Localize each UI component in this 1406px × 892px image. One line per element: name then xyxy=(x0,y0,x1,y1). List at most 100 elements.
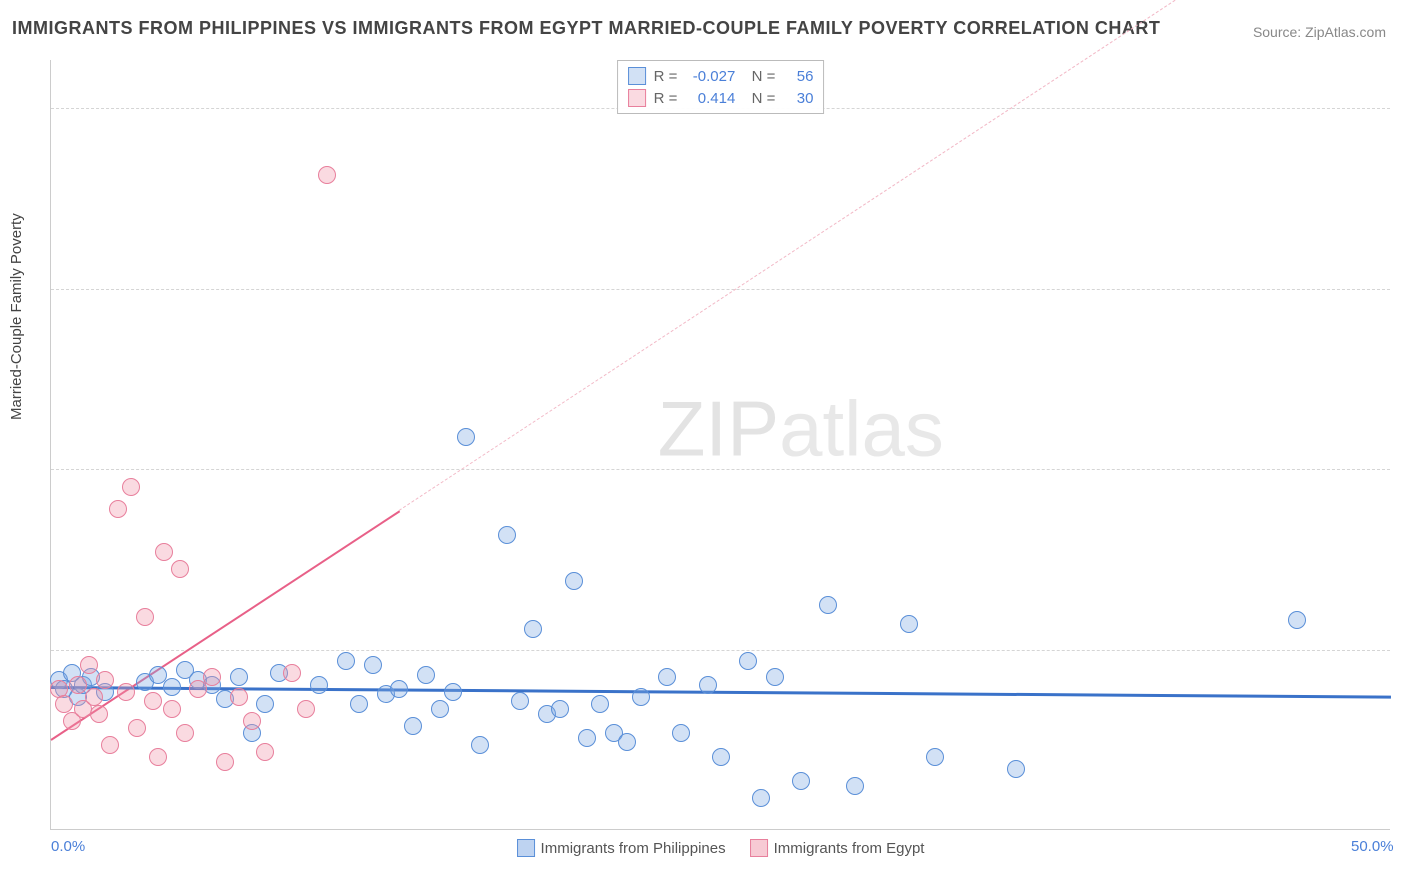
data-point xyxy=(136,608,154,626)
legend-r-value: -0.027 xyxy=(685,68,735,85)
y-axis-label: Married-Couple Family Poverty xyxy=(8,213,25,420)
data-point xyxy=(230,668,248,686)
plot-area: ZIPatlas R =-0.027 N =56R =0.414 N =30 I… xyxy=(50,60,1390,830)
data-point xyxy=(846,777,864,795)
data-point xyxy=(101,736,119,754)
legend-row: R = 0.414 N = 30 xyxy=(628,87,814,109)
legend-swatch xyxy=(628,89,646,107)
data-point xyxy=(85,688,103,706)
legend-n-value: 56 xyxy=(783,68,813,85)
trend-line xyxy=(51,686,1391,699)
data-point xyxy=(900,615,918,633)
data-point xyxy=(297,700,315,718)
legend-r-label: R = xyxy=(654,90,678,107)
data-point xyxy=(216,753,234,771)
data-point xyxy=(117,683,135,701)
source-attribution: Source: ZipAtlas.com xyxy=(1253,24,1386,40)
legend-item: Immigrants from Philippines xyxy=(517,839,726,857)
data-point xyxy=(390,680,408,698)
correlation-legend: R = -0.027 N = 56 R = 0.414 N = 30 xyxy=(617,60,825,114)
data-point xyxy=(417,666,435,684)
data-point xyxy=(171,560,189,578)
data-point xyxy=(752,789,770,807)
legend-n-label: N = xyxy=(743,90,775,107)
data-point xyxy=(444,683,462,701)
data-point xyxy=(256,695,274,713)
legend-swatch xyxy=(750,839,768,857)
data-point xyxy=(632,688,650,706)
data-point xyxy=(155,543,173,561)
legend-r-label: R = xyxy=(654,68,678,85)
gridline xyxy=(51,650,1390,651)
data-point xyxy=(69,676,87,694)
legend-n-label: N = xyxy=(743,68,775,85)
data-point xyxy=(672,724,690,742)
data-point xyxy=(90,705,108,723)
data-point xyxy=(128,719,146,737)
data-point xyxy=(109,500,127,518)
data-point xyxy=(350,695,368,713)
data-point xyxy=(712,748,730,766)
data-point xyxy=(80,656,98,674)
data-point xyxy=(163,700,181,718)
gridline xyxy=(51,289,1390,290)
data-point xyxy=(404,717,422,735)
data-point xyxy=(203,668,221,686)
series-legend: Immigrants from Philippines Immigrants fr… xyxy=(517,839,925,857)
data-point xyxy=(176,724,194,742)
data-point xyxy=(457,428,475,446)
legend-r-value: 0.414 xyxy=(685,90,735,107)
data-point xyxy=(431,700,449,718)
data-point xyxy=(364,656,382,674)
legend-swatch xyxy=(517,839,535,857)
gridline xyxy=(51,469,1390,470)
data-point xyxy=(792,772,810,790)
data-point xyxy=(819,596,837,614)
watermark: ZIPatlas xyxy=(658,384,944,475)
y-tick-label: 15.0% xyxy=(1395,461,1406,478)
data-point xyxy=(1007,760,1025,778)
legend-label: Immigrants from Egypt xyxy=(774,840,925,857)
legend-n-value: 30 xyxy=(783,90,813,107)
legend-swatch xyxy=(628,67,646,85)
data-point xyxy=(96,671,114,689)
data-point xyxy=(471,736,489,754)
data-point xyxy=(511,692,529,710)
data-point xyxy=(618,733,636,751)
y-tick-label: 30.0% xyxy=(1395,100,1406,117)
data-point xyxy=(318,166,336,184)
data-point xyxy=(578,729,596,747)
data-point xyxy=(766,668,784,686)
data-point xyxy=(498,526,516,544)
data-point xyxy=(658,668,676,686)
legend-item: Immigrants from Egypt xyxy=(750,839,925,857)
legend-label: Immigrants from Philippines xyxy=(541,840,726,857)
data-point xyxy=(243,712,261,730)
data-point xyxy=(551,700,569,718)
y-tick-label: 7.5% xyxy=(1395,641,1406,658)
data-point xyxy=(739,652,757,670)
data-point xyxy=(283,664,301,682)
data-point xyxy=(256,743,274,761)
data-point xyxy=(337,652,355,670)
data-point xyxy=(699,676,717,694)
watermark-bold: ZIP xyxy=(658,385,779,473)
data-point xyxy=(565,572,583,590)
data-point xyxy=(55,695,73,713)
x-tick-label: 50.0% xyxy=(1351,838,1394,855)
x-tick-label: 0.0% xyxy=(51,838,85,855)
data-point xyxy=(591,695,609,713)
data-point xyxy=(163,678,181,696)
data-point xyxy=(230,688,248,706)
data-point xyxy=(1288,611,1306,629)
watermark-thin: atlas xyxy=(779,385,944,473)
data-point xyxy=(144,692,162,710)
data-point xyxy=(310,676,328,694)
data-point xyxy=(122,478,140,496)
chart-title: IMMIGRANTS FROM PHILIPPINES VS IMMIGRANT… xyxy=(12,18,1160,39)
legend-row: R = -0.027 N = 56 xyxy=(628,65,814,87)
data-point xyxy=(149,748,167,766)
data-point xyxy=(926,748,944,766)
y-tick-label: 22.5% xyxy=(1395,280,1406,297)
data-point xyxy=(524,620,542,638)
